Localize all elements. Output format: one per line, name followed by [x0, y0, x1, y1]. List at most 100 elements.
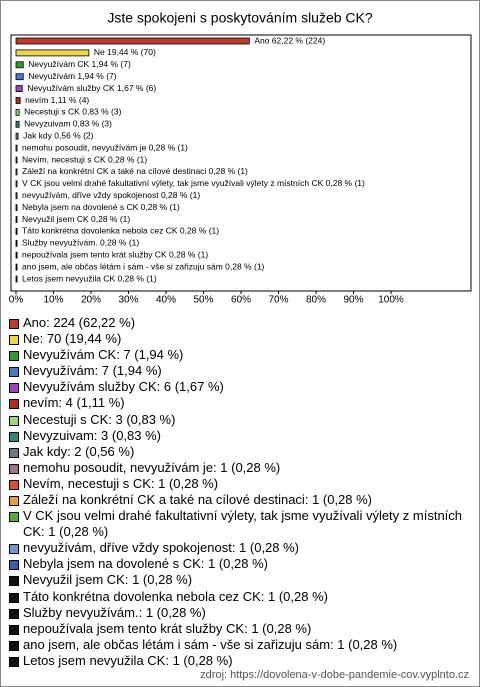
x-tick-label: 60% [231, 295, 251, 306]
bar-label: Nevyzuivam 0,83 % (3) [24, 119, 112, 129]
bar [15, 227, 18, 235]
legend-label: Letos jsem nevyužila CK: 1 (0,28 %) [23, 652, 233, 668]
bar [15, 251, 18, 259]
legend-label: nemohu posoudit, nevyužívám je: 1 (0,28 … [23, 459, 281, 475]
bar-label: Necestuji s CK 0,83 % (3) [24, 107, 121, 117]
legend-label: nepoužívala jsem tento krát služby CK: 1… [23, 620, 312, 636]
legend-item: Nevyužívám: 7 (1,94 %) [9, 363, 464, 379]
bar [15, 85, 23, 92]
legend-swatch [9, 447, 19, 458]
legend-swatch [9, 319, 19, 329]
bar-label: Jak kdy 0,56 % (2) [23, 130, 94, 140]
legend-swatch [9, 351, 19, 362]
legend-label: Služby nevyužívám.: 1 (0,28 %) [23, 604, 206, 620]
bar-label: nemohu posoudit, nevyužívám je 0,28 % (1… [22, 142, 188, 152]
source: zdroj: https://dovolena-v-dobe-pandemie-… [200, 669, 469, 681]
legend-label: nevím: 4 (1,11 %) [23, 395, 125, 411]
x-tick-label: 30% [118, 295, 138, 306]
legend-swatch [9, 560, 19, 571]
legend-item: ano jsem, ale občas létám i sám - vše si… [9, 637, 464, 653]
x-tick-label: 0% [9, 295, 24, 306]
legend-label: Nevyužívám služby CK: 6 (1,67 %) [23, 379, 224, 395]
legend-label: V CK jsou velmi drahé fakultativní výlet… [23, 508, 463, 540]
bar [15, 144, 18, 152]
bar [15, 132, 19, 140]
legend-item: Nevím, necestuji s CK: 1 (0,28 %) [9, 476, 464, 492]
legend-swatch [9, 399, 19, 410]
legend-label: ano jsem, ale občas létám i sám - vše si… [23, 636, 398, 652]
bar [15, 216, 18, 223]
legend-swatch [9, 496, 19, 507]
legend-item: nepoužívala jsem tento krát služby CK: 1… [9, 621, 464, 637]
legend-swatch [9, 624, 19, 635]
bar-label: nepoužívala jsem tento krát služby CK 0,… [22, 249, 208, 259]
x-tick-label: 50% [193, 295, 213, 306]
legend-item: Ne: 70 (19,44 %) [9, 331, 464, 347]
bar-label: Nevím, necestuji s CK 0,28 % (1) [22, 154, 147, 164]
legend-label: Nevyzuivam: 3 (0,83 %) [23, 427, 161, 443]
legend-swatch [9, 592, 19, 603]
legend-item: Služby nevyužívám.: 1 (0,28 %) [9, 605, 464, 621]
bar-label: Nebyla jsem na dovolené s CK 0,28 % (1) [22, 202, 180, 212]
bar [15, 97, 21, 104]
legend-label: Nevyužil jsem CK: 1 (0,28 %) [23, 572, 193, 588]
legend-label: Nevím, necestuji s CK: 1 (0,28 %) [23, 475, 219, 491]
legend-swatch [9, 431, 19, 442]
x-tick-label: 70% [268, 295, 288, 306]
legend-label: Nebyla jsem na dovolené s CK: 1 (0,28 %) [23, 556, 268, 572]
x-tick-label: 80% [306, 295, 326, 306]
legend-swatch [9, 367, 19, 378]
legend-item: Necestuji s CK: 3 (0,83 %) [9, 412, 464, 428]
bar [15, 120, 20, 128]
legend-item: Nevyužívám služby CK: 6 (1,67 %) [9, 379, 464, 395]
legend-label: Nevyužívám CK: 7 (1,94 %) [23, 347, 184, 363]
bar-label: ano jsem, ale občas létám i sám - vše si… [22, 261, 265, 271]
legend-swatch [9, 640, 19, 651]
legend-swatch [9, 576, 19, 587]
bar [15, 204, 18, 212]
x-tick-label: 10% [43, 295, 63, 306]
bar-label: Nevyužívám 1,94 % (7) [28, 71, 117, 81]
bar [15, 156, 18, 164]
bar [15, 73, 24, 81]
legend-item: Nevyzuivam: 3 (0,83 %) [9, 428, 464, 444]
legend-swatch [9, 415, 19, 426]
legend-item: nevyužívám, dříve vždy spokojenost: 1 (0… [9, 540, 464, 556]
bar [15, 180, 18, 188]
bar-label: Ne 19,44 % (70) [94, 47, 156, 57]
bar-label: Nevyužívám služby CK 1,67 % (6) [27, 83, 156, 93]
bar-label: Záleží na konkrétní CK a také na cílové … [22, 166, 248, 176]
legend-item: Jak kdy: 2 (0,56 %) [9, 444, 464, 460]
legend-label: Ano: 224 (62,22 %) [23, 315, 136, 330]
legend-label: Jak kdy: 2 (0,56 %) [23, 443, 135, 459]
legend-item: nemohu posoudit, nevyužívám je: 1 (0,28 … [9, 460, 464, 476]
bar-label: nevyužívám, dříve vždy spokojenost 0,28 … [22, 190, 200, 200]
x-tick-label: 20% [81, 295, 101, 306]
bar [15, 263, 18, 271]
bar-label: Ano 62,22 % (224) [254, 35, 325, 45]
legend: Ano: 224 (62,22 %) Ne: 70 (19,44 %) Nevyuž… [9, 315, 464, 669]
bar [15, 192, 18, 200]
bar [15, 239, 18, 247]
legend-swatch [9, 608, 19, 619]
bar [15, 37, 250, 45]
bar [15, 109, 20, 116]
legend-item: Ano: 224 (62,22 %) [9, 315, 464, 331]
bar [15, 61, 24, 69]
plot-frame [10, 34, 472, 292]
legend-swatch [9, 512, 19, 523]
legend-label: Nevyužívám: 7 (1,94 %) [23, 363, 162, 379]
x-tick-label: 100% [378, 295, 404, 306]
legend-swatch [9, 479, 19, 490]
bar-label: nevím 1,11 % (4) [25, 95, 89, 105]
bar [15, 275, 18, 283]
bar-label: Služby nevyužívám. 0,28 % (1) [22, 238, 139, 248]
chart-title: Jste spokojeni s poskytováním služeb CK? [107, 10, 373, 26]
legend-item: Záleží na konkrétní CK a také na cílové … [9, 492, 464, 508]
bar-label: Nevyužívám CK 1,94 % (7) [28, 59, 131, 69]
bar-label: Nevyužil jsem CK 0,28 % (1) [22, 214, 130, 224]
legend-swatch [9, 463, 19, 474]
legend-item: Nebyla jsem na dovolené s CK: 1 (0,28 %) [9, 556, 464, 572]
x-tick-label: 90% [343, 295, 363, 306]
